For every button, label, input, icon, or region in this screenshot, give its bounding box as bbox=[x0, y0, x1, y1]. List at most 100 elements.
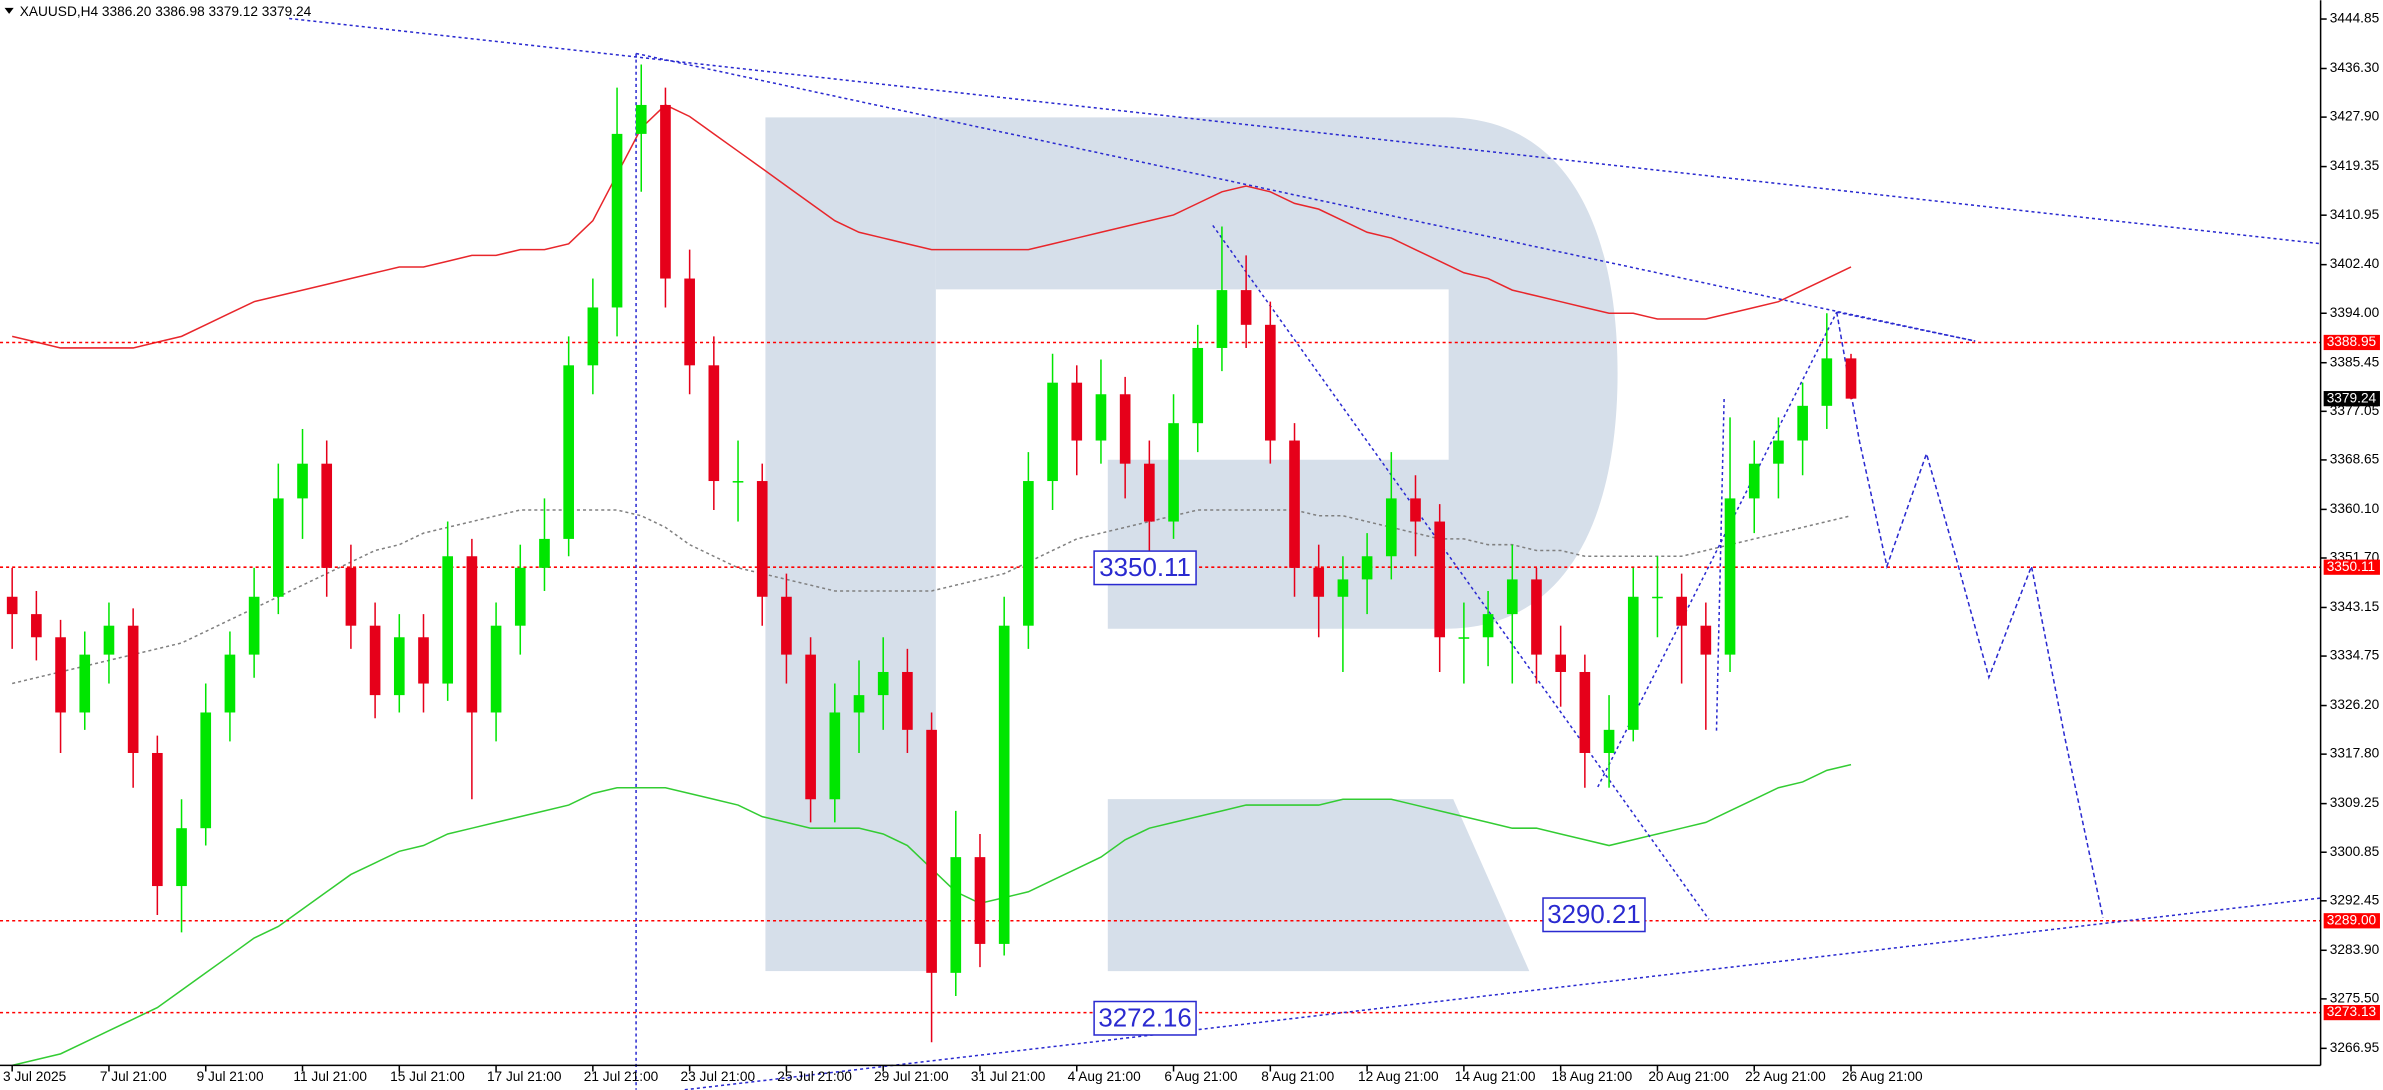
candle-body bbox=[466, 556, 478, 713]
indicator-line bbox=[11, 104, 1852, 349]
x-tick-label: 4 Aug 21:00 bbox=[1068, 1069, 1141, 1084]
candle-body bbox=[1506, 579, 1518, 615]
y-tick-label: 3410.95 bbox=[2330, 207, 2380, 222]
candle-body bbox=[756, 481, 768, 597]
candle-body bbox=[1700, 625, 1712, 655]
level-tag-label: 3350.11 bbox=[2327, 559, 2375, 574]
y-tick-label: 3436.30 bbox=[2330, 60, 2380, 75]
candle-body bbox=[1797, 405, 1808, 441]
candle-body bbox=[1845, 358, 1857, 399]
candle-body bbox=[1071, 382, 1083, 441]
level-tag-label: 3388.95 bbox=[2327, 334, 2377, 349]
x-tick-label: 22 Aug 21:00 bbox=[1745, 1069, 1826, 1084]
y-tick-label: 3419.35 bbox=[2330, 158, 2380, 173]
candle-body bbox=[79, 654, 91, 713]
level-tag bbox=[2323, 913, 2380, 929]
candle-body bbox=[1434, 521, 1446, 638]
candle-body bbox=[1168, 423, 1179, 522]
candle-body bbox=[1603, 729, 1615, 753]
y-tick-label: 3444.85 bbox=[2330, 11, 2380, 26]
candle-body bbox=[200, 712, 212, 829]
candle-body bbox=[1216, 290, 1228, 348]
x-tick-label: 18 Aug 21:00 bbox=[1552, 1069, 1633, 1084]
candle-body bbox=[1047, 382, 1058, 482]
menu-triangle[interactable] bbox=[4, 7, 14, 14]
candle-body bbox=[1264, 324, 1276, 441]
chart-title: XAUUSD,H4 3386.20 3386.98 3379.12 3379.2… bbox=[20, 4, 312, 19]
candle-body bbox=[1579, 671, 1591, 753]
candle-body bbox=[1095, 394, 1107, 441]
x-tick-label: 7 Jul 21:00 bbox=[100, 1069, 167, 1084]
candle-body bbox=[514, 567, 526, 626]
candle-body bbox=[1676, 596, 1687, 626]
price-tag-label: 3379.24 bbox=[2327, 390, 2377, 405]
y-tick-label: 3309.25 bbox=[2330, 795, 2380, 810]
candle-body bbox=[1240, 290, 1252, 325]
candle-body bbox=[152, 752, 163, 887]
annotation: 3290.21 bbox=[1547, 901, 1640, 929]
candle-body bbox=[781, 596, 792, 655]
x-tick-label: 14 Aug 21:00 bbox=[1455, 1069, 1536, 1084]
x-tick-label: 20 Aug 21:00 bbox=[1648, 1069, 1729, 1084]
candle-body bbox=[950, 857, 962, 973]
y-tick-label: 3334.75 bbox=[2330, 648, 2380, 663]
candle-body bbox=[926, 729, 937, 973]
x-tick-label: 11 Jul 21:00 bbox=[293, 1069, 367, 1084]
watermark-leg bbox=[1107, 799, 1530, 972]
x-tick-label: 23 Jul 21:00 bbox=[681, 1069, 756, 1084]
y-tick-label: 3360.10 bbox=[2330, 501, 2380, 516]
candle-body bbox=[369, 625, 381, 696]
candle-body bbox=[31, 614, 42, 638]
trend-line bbox=[1715, 398, 1725, 731]
candle-body bbox=[490, 625, 502, 713]
candle-body bbox=[1313, 567, 1325, 597]
x-tick-label: 25 Jul 21:00 bbox=[777, 1069, 852, 1084]
annotation-box bbox=[1542, 897, 1646, 933]
candle-body bbox=[684, 278, 695, 366]
annotation-box bbox=[1093, 1000, 1197, 1036]
candle-body bbox=[1144, 463, 1155, 522]
y-tick-label: 3402.40 bbox=[2330, 256, 2380, 271]
candle-body bbox=[1748, 463, 1760, 499]
candle-body bbox=[1119, 394, 1131, 464]
candle-body bbox=[660, 104, 671, 279]
x-tick-label: 21 Jul 21:00 bbox=[584, 1069, 659, 1084]
candle-body bbox=[297, 463, 308, 499]
candle-body bbox=[345, 567, 357, 626]
candle-body bbox=[1337, 579, 1349, 597]
annotation: 3350.11 bbox=[1099, 554, 1191, 582]
level-tag bbox=[2323, 334, 2380, 351]
candle-body bbox=[563, 365, 574, 539]
candle-body bbox=[1555, 654, 1566, 672]
x-tick-label: 6 Aug 21:00 bbox=[1164, 1069, 1237, 1084]
candle-body bbox=[176, 828, 187, 887]
candle-body bbox=[998, 625, 1010, 944]
price-tag bbox=[2323, 391, 2380, 407]
candle-body bbox=[321, 463, 333, 568]
level-tag-label: 3273.13 bbox=[2327, 1004, 2377, 1019]
x-tick-label: 9 Jul 21:00 bbox=[197, 1069, 264, 1084]
x-tick-label: 17 Jul 21:00 bbox=[487, 1069, 562, 1084]
y-tick-label: 3427.90 bbox=[2330, 109, 2380, 124]
level-tag bbox=[2323, 559, 2380, 575]
watermark-bowl bbox=[935, 117, 1618, 629]
y-tick-label: 3300.85 bbox=[2330, 844, 2380, 859]
candle-body bbox=[1627, 596, 1639, 730]
candle-body bbox=[393, 637, 405, 696]
y-tick-label: 3326.20 bbox=[2330, 697, 2380, 712]
annotation-box bbox=[1093, 550, 1197, 586]
candle-body bbox=[442, 556, 454, 684]
y-tick-label: 3385.45 bbox=[2330, 354, 2380, 369]
candle-body bbox=[1773, 440, 1784, 464]
candle-body bbox=[1821, 358, 1833, 406]
y-tick-label: 3275.50 bbox=[2330, 990, 2380, 1005]
candle-body bbox=[127, 625, 139, 753]
candle-body bbox=[1289, 440, 1300, 568]
candle-body bbox=[248, 596, 260, 655]
annotation: 3272.16 bbox=[1098, 1005, 1191, 1033]
y-tick-label: 3292.45 bbox=[2330, 892, 2380, 907]
candle-body bbox=[805, 654, 816, 800]
forecast-path bbox=[1835, 312, 2104, 918]
indicator-line bbox=[11, 509, 1852, 685]
